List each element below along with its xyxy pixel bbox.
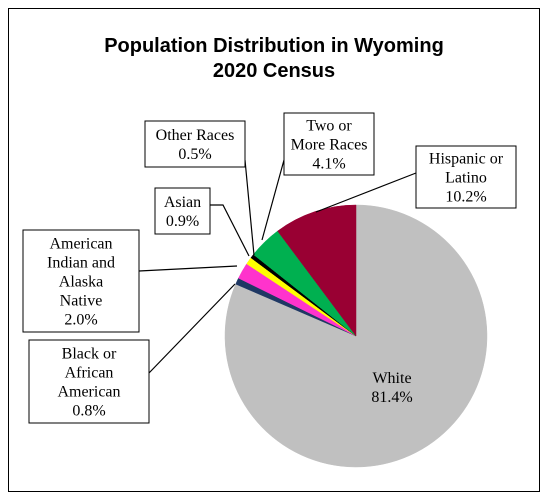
pie-slices: [224, 204, 488, 468]
data-label-box: [22, 229, 140, 333]
data-label-text: 0.9%: [166, 213, 199, 230]
data-label-text: African: [65, 365, 114, 382]
data-label-text: Asian: [164, 194, 201, 211]
pie-slice-hispanic-or-latino: [277, 204, 357, 337]
slice-labels: White 81.4% Black or African American 0.8% Ame…: [22, 112, 517, 424]
leader-line: [138, 265, 238, 272]
data-label-text: Other Races: [156, 127, 235, 144]
data-label-text: 0.8%: [72, 403, 105, 420]
data-label-text: 2.0%: [64, 312, 97, 329]
chart-title-line-1: Population Distribution in Wyoming: [104, 35, 444, 57]
leader-line: [261, 159, 285, 241]
data-label-text: Black or: [62, 346, 117, 363]
data-label-text: 4.1%: [312, 156, 345, 173]
chart-title-line-2: 2020 Census: [213, 60, 335, 82]
data-label-text: Native: [60, 293, 103, 310]
data-label-box: [28, 339, 150, 424]
data-label-box: [154, 187, 211, 235]
leader-lines: [138, 159, 417, 374]
leader-line: [210, 204, 250, 257]
data-label-text: White: [372, 370, 411, 387]
data-label-text: Alaska: [59, 274, 103, 291]
data-label-box: [144, 120, 246, 168]
data-label-text: 10.2%: [445, 189, 486, 206]
data-label-box: [415, 145, 517, 209]
data-label-text: Hispanic or: [429, 151, 504, 168]
data-label-text: American: [49, 236, 112, 253]
data-label-box: [283, 112, 375, 176]
data-label-text: 81.4%: [371, 389, 412, 406]
data-label-text: Latino: [445, 170, 487, 187]
data-label-text: Two or: [306, 118, 352, 135]
data-label-text: 0.5%: [178, 146, 211, 163]
leader-line: [244, 159, 255, 256]
leader-line: [315, 172, 417, 213]
data-label-text: More Races: [291, 137, 368, 154]
data-label-text: American: [57, 384, 120, 401]
leader-line: [148, 283, 236, 374]
data-label-text: Indian and: [47, 255, 115, 272]
